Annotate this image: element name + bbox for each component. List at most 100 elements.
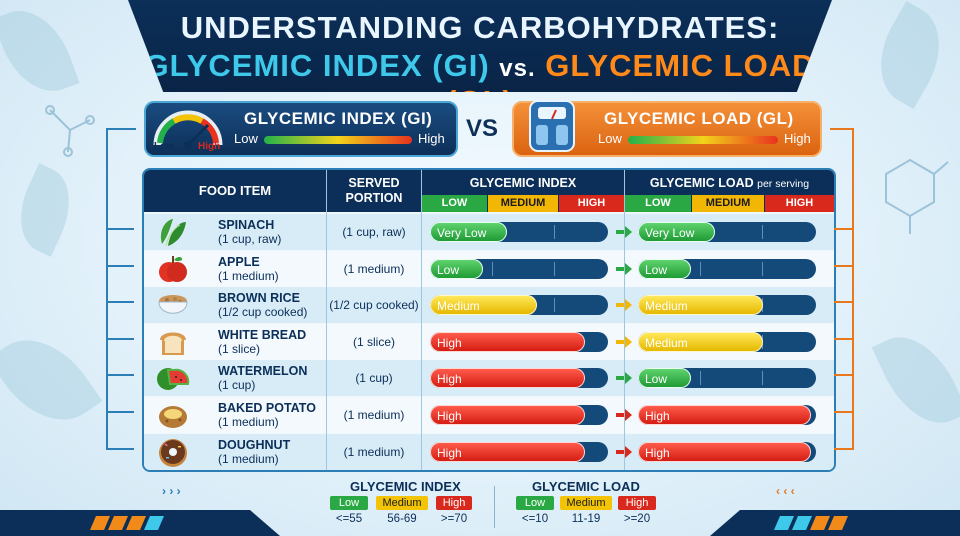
gi-level-bar: High <box>430 441 585 462</box>
gl-level-label: High <box>645 409 670 423</box>
right-connector-arrow <box>834 228 854 230</box>
header-glycemic-load: GLYCEMIC LOAD per serving LOW MEDIUM HIG… <box>625 170 834 212</box>
gl-level-bar: High <box>638 405 811 425</box>
gi-level-bar: Medium <box>430 295 537 316</box>
gi-sub-high: HIGH <box>559 195 624 212</box>
right-connector-line <box>852 128 854 448</box>
gl-level-track: Medium <box>638 331 816 352</box>
food-name: BROWN RICE <box>218 291 300 306</box>
legend-gl-low: Low <box>516 496 554 510</box>
gi-level-label: High <box>437 445 462 460</box>
background-leaf <box>5 163 85 257</box>
legend-gl-high: High <box>618 496 656 510</box>
background-leaf <box>861 1 959 109</box>
left-connector-arrow <box>106 264 134 267</box>
gauge-icon: Low High <box>152 107 224 153</box>
left-connector-tick <box>106 128 136 130</box>
gl-level-bar: Low <box>638 368 692 389</box>
molecule-decoration <box>885 158 949 234</box>
legend-gl-low-range: <=10 <box>521 513 549 525</box>
column-divider <box>326 170 327 470</box>
left-connector-arrow <box>106 228 134 230</box>
gl-level-track: Medium <box>638 295 816 316</box>
doughnut-icon <box>156 436 190 468</box>
track-divider <box>762 371 763 386</box>
served-portion: (1 cup, raw) <box>342 225 406 239</box>
left-connector-arrow <box>106 301 134 304</box>
gi-level-track: High <box>430 368 608 389</box>
title-gi: GLYCEMIC INDEX (GI) <box>144 48 490 83</box>
table-row: APPLE (1 medium) (1 medium) Low Low <box>144 250 834 287</box>
right-connector-arrow <box>834 447 854 450</box>
molecule-decoration <box>45 105 95 157</box>
header-food-label: FOOD ITEM <box>198 183 272 198</box>
gauge-low-label: Low <box>154 141 174 152</box>
gl-level-track: Low <box>638 258 816 279</box>
food-name: WHITE BREAD <box>218 327 307 342</box>
served-portion: (1 medium) <box>343 444 405 459</box>
gi-box-high: High <box>418 131 445 146</box>
gl-level-bar: High <box>638 441 811 462</box>
track-divider <box>492 261 493 276</box>
gi-level-bar: Very Low <box>430 222 507 242</box>
food-serving: (1 cup) <box>218 378 256 393</box>
header-gl-suffix: per serving <box>757 178 810 190</box>
left-connector-arrow <box>106 374 134 377</box>
gi-level-track: Very Low <box>430 222 608 242</box>
track-divider <box>762 225 763 239</box>
gi-level-bar: Low <box>430 258 484 279</box>
rice-bowl-icon <box>156 289 190 321</box>
gl-level-label: Low <box>645 372 668 387</box>
served-portion: (1 medium) <box>343 408 405 422</box>
gl-level-track: Very Low <box>638 222 816 242</box>
food-serving: (1 slice) <box>218 341 261 356</box>
gl-level-track: High <box>638 405 816 425</box>
food-serving: (1 medium) <box>218 415 279 429</box>
right-connector-arrow <box>834 374 854 377</box>
table-row: BROWN RICE (1/2 cup cooked) (1/2 cup cooke… <box>144 287 834 324</box>
gi-level-bar: High <box>430 405 585 425</box>
gi-level-label: High <box>437 335 462 350</box>
served-portion: (1/2 cup cooked) <box>329 298 419 313</box>
gi-level-bar: High <box>430 368 585 389</box>
header-glycemic-index: GLYCEMIC INDEX LOW MEDIUM HIGH <box>422 170 624 212</box>
served-portion: (1 medium) <box>343 261 405 276</box>
header-served-line1: SERVED <box>348 176 400 190</box>
gl-level-bar: Medium <box>638 331 763 352</box>
header-gl-label: GLYCEMIC LOAD per serving <box>625 176 834 190</box>
table-row: WATERMELON (1 cup) (1 cup) High Low <box>144 360 834 397</box>
header-served-line2: PORTION <box>345 191 403 205</box>
background-leaf <box>0 0 80 104</box>
gi-level-track: Low <box>430 258 608 279</box>
gl-box-low: Low <box>598 131 622 146</box>
chevron-right-icon: › › › <box>162 484 181 498</box>
served-portion: (1 cup) <box>355 371 393 386</box>
gauge-high-label: High <box>198 141 221 152</box>
food-serving: (1 cup, raw) <box>218 232 282 246</box>
table-row: SPINACH (1 cup, raw) (1 cup, raw) Very Low V… <box>144 214 834 250</box>
left-connector-arrow <box>106 447 134 450</box>
right-connector-arrow <box>834 301 854 304</box>
vs-label: VS <box>466 115 499 142</box>
footer-left-band <box>0 510 280 536</box>
legend-divider <box>494 486 495 528</box>
legend-gl-high-range: >=20 <box>623 513 651 525</box>
header-served-portion: SERVED PORTION <box>327 170 421 212</box>
chevron-left-icon: ‹ ‹ ‹ <box>776 484 795 498</box>
gl-level-label: High <box>645 445 670 460</box>
header-food-item: FOOD ITEM <box>144 170 326 212</box>
gi-level-label: Medium <box>437 299 480 314</box>
gl-level-track: Low <box>638 368 816 389</box>
page-subtitle: GLYCEMIC INDEX (GI) vs. GLYCEMIC LOAD (G… <box>128 48 832 92</box>
header-gl-title: GLYCEMIC LOAD <box>649 176 754 190</box>
gl-box-high: High <box>784 131 811 146</box>
title-vs: vs. <box>499 55 536 82</box>
left-connector-line <box>106 128 108 448</box>
gi-level-bar: High <box>430 331 585 352</box>
gi-sub-low: LOW <box>422 195 487 212</box>
gl-level-bar: Low <box>638 258 692 279</box>
track-divider <box>700 261 701 276</box>
track-divider <box>554 225 555 239</box>
gl-level-track: High <box>638 441 816 462</box>
spinach-icon <box>156 216 190 248</box>
